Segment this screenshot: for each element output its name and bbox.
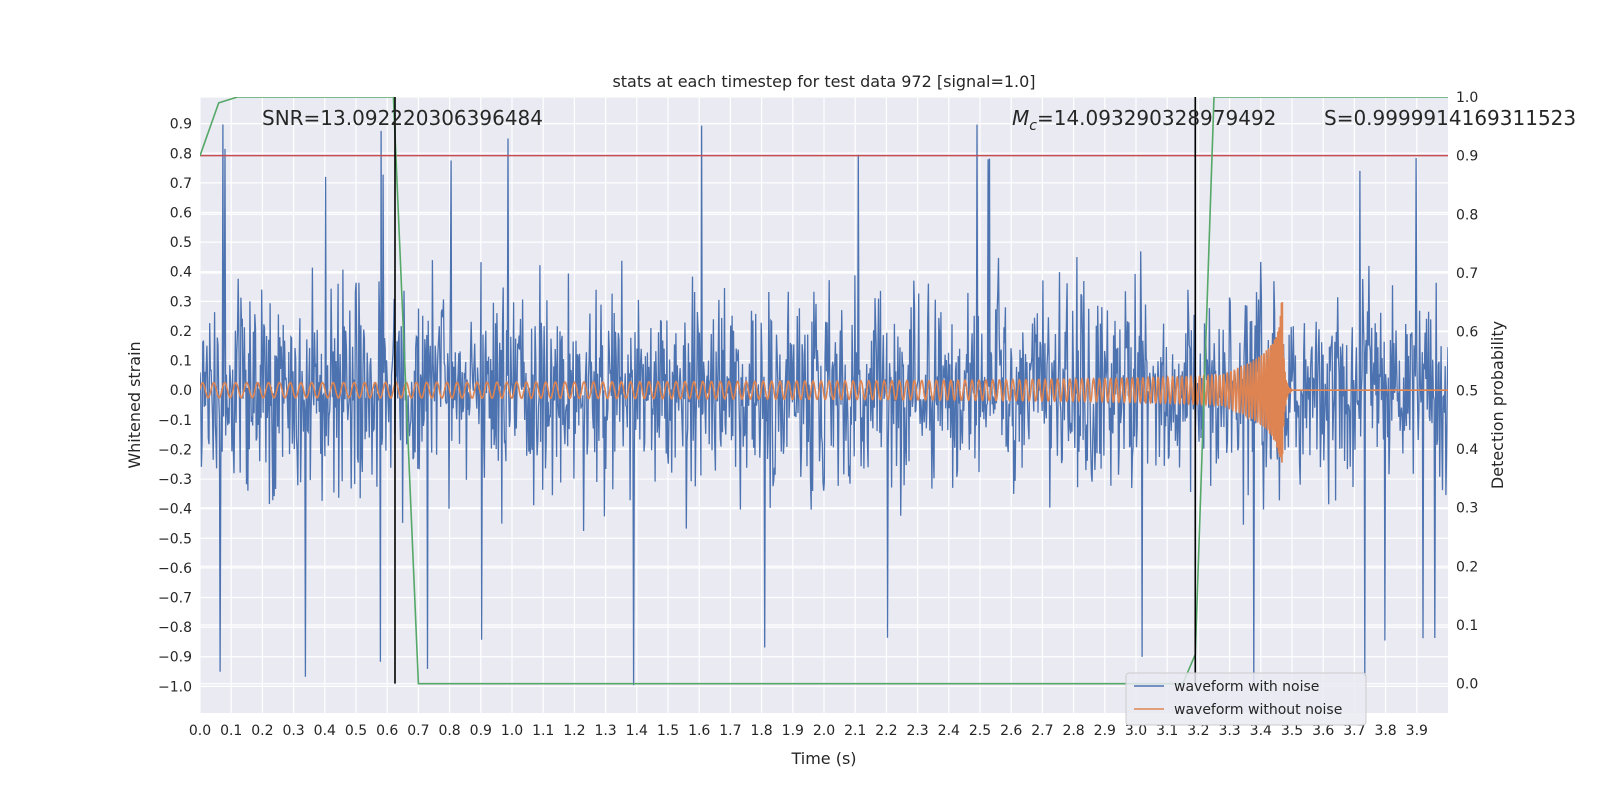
x-tick-label: 1.6 xyxy=(688,723,710,739)
y2-tick-label: 0.4 xyxy=(1456,442,1478,458)
y2-tick-label: 1.0 xyxy=(1456,90,1478,106)
x-tick-label: 3.8 xyxy=(1374,723,1396,739)
score-annotation: S=0.9999914169311523 xyxy=(1324,106,1576,130)
x-tick-label: 1.3 xyxy=(594,723,616,739)
y-tick-label: −0.6 xyxy=(158,561,192,577)
y-tick-label: −0.5 xyxy=(158,531,192,547)
y-tick-label: 0.4 xyxy=(170,265,192,281)
x-tick-label: 0.1 xyxy=(220,723,242,739)
y2-tick-label: 0.8 xyxy=(1456,207,1478,223)
x-tick-label: 2.2 xyxy=(875,723,897,739)
x-tick-label: 1.1 xyxy=(532,723,554,739)
x-axis-label: Time (s) xyxy=(790,749,856,768)
y-tick-label: 0.3 xyxy=(170,294,192,310)
y2-tick-labels: 1.0 0.9 0.8 0.7 0.6 0.5 0.4 0.3 0.2 0.1 0.0 xyxy=(1456,90,1478,693)
chirp-mass-value: =14.093290328979492 xyxy=(1037,106,1276,130)
x-tick-label: 1.0 xyxy=(501,723,523,739)
x-tick-label: 0.8 xyxy=(438,723,460,739)
y2-tick-label: 0.3 xyxy=(1456,501,1478,517)
y-tick-label: −0.8 xyxy=(158,620,192,636)
x-tick-label: 3.1 xyxy=(1156,723,1178,739)
x-tick-label: 2.1 xyxy=(844,723,866,739)
y-tick-label: −0.2 xyxy=(158,442,192,458)
y-tick-label: 0.8 xyxy=(170,146,192,162)
y-tick-label: −0.4 xyxy=(158,502,192,518)
y2-tick-label: 0.7 xyxy=(1456,266,1478,282)
y-axis-label: Whitened strain xyxy=(125,341,144,468)
series-waveform-without-noise xyxy=(200,301,1448,463)
y-tick-label: −0.7 xyxy=(158,591,192,607)
x-tick-label: 1.8 xyxy=(750,723,772,739)
y-tick-label: 0.6 xyxy=(170,206,192,222)
y-tick-label: 0.5 xyxy=(170,235,192,251)
x-tick-labels: 0.0 0.1 0.2 0.3 0.4 0.5 0.6 0.7 0.8 0.9 1.0 1.1 1.2 1… xyxy=(189,723,1428,739)
y2-tick-label: 0.2 xyxy=(1456,559,1478,575)
legend: waveform with noise waveform without noi… xyxy=(1125,672,1367,726)
y-gridlines xyxy=(200,123,1448,687)
x-tick-label: 3.7 xyxy=(1343,723,1365,739)
y-tick-label: −1.0 xyxy=(158,679,192,695)
series-detection-probability xyxy=(200,97,1448,685)
y-tick-label: 0.1 xyxy=(170,354,192,370)
y-tick-label: −0.1 xyxy=(158,413,192,429)
x-tick-label: 3.2 xyxy=(1187,723,1209,739)
y-tick-label: −0.9 xyxy=(158,650,192,666)
chart-title: stats at each timestep for test data 972… xyxy=(612,72,1035,91)
x-tick-label: 2.0 xyxy=(813,723,835,739)
x-tick-label: 3.5 xyxy=(1281,723,1303,739)
legend-label-without-noise: waveform without noise xyxy=(1174,702,1342,718)
x-tick-label: 2.3 xyxy=(906,723,928,739)
chirp-mass-annotation: Mc=14.093290328979492 xyxy=(1012,106,1276,134)
x-tick-label: 2.9 xyxy=(1094,723,1116,739)
y-tick-label: 0.7 xyxy=(170,176,192,192)
y-tick-label: 0.0 xyxy=(170,383,192,399)
y2-tick-label: 0.5 xyxy=(1456,383,1478,399)
x-tick-label: 0.5 xyxy=(345,723,367,739)
x-tick-label: 0.2 xyxy=(251,723,273,739)
x-tick-label: 3.3 xyxy=(1218,723,1240,739)
x-tick-label: 0.9 xyxy=(470,723,492,739)
y-tick-label: −0.3 xyxy=(158,472,192,488)
x-tick-label: 3.9 xyxy=(1406,723,1428,739)
x-tick-label: 1.2 xyxy=(563,723,585,739)
snr-annotation: SNR=13.092220306396484 xyxy=(262,106,543,130)
x-tick-label: 2.7 xyxy=(1031,723,1053,739)
x-tick-label: 1.7 xyxy=(719,723,741,739)
y-tick-label: 0.2 xyxy=(170,324,192,340)
x-tick-label: 3.0 xyxy=(1125,723,1147,739)
x-tick-label: 2.6 xyxy=(1000,723,1022,739)
y2-tick-label: 0.6 xyxy=(1456,325,1478,341)
legend-label-with-noise: waveform with noise xyxy=(1174,679,1319,695)
y2-tick-label: 0.9 xyxy=(1456,149,1478,165)
y2-tick-label: 0.1 xyxy=(1456,618,1478,634)
x-tick-label: 0.4 xyxy=(314,723,336,739)
y2-axis-label: Detection probability xyxy=(1488,321,1507,489)
x-tick-label: 2.4 xyxy=(938,723,960,739)
x-tick-label: 1.9 xyxy=(782,723,804,739)
y-tick-labels: 0.9 0.8 0.7 0.6 0.5 0.4 0.3 0.2 0.1 0.0 −0.1 −0.2 −0… xyxy=(158,117,192,696)
legend-box xyxy=(1125,672,1367,726)
y-tick-label: 0.9 xyxy=(170,117,192,133)
chirp-mass-subscript: c xyxy=(1029,118,1037,134)
series-waveform-with-noise xyxy=(200,124,1448,686)
x-tick-label: 0.6 xyxy=(376,723,398,739)
x-tick-label: 1.4 xyxy=(626,723,648,739)
x-tick-label: 0.7 xyxy=(407,723,429,739)
x-tick-label: 0.0 xyxy=(189,723,211,739)
x-tick-label: 3.4 xyxy=(1250,723,1272,739)
x-tick-label: 2.8 xyxy=(1062,723,1084,739)
y2-tick-label: 0.0 xyxy=(1456,677,1478,693)
x-tick-label: 3.6 xyxy=(1312,723,1334,739)
x-tick-label: 1.5 xyxy=(657,723,679,739)
x-tick-label: 0.3 xyxy=(282,723,304,739)
chirp-mass-symbol: M xyxy=(1012,106,1029,130)
x-tick-label: 2.5 xyxy=(969,723,991,739)
